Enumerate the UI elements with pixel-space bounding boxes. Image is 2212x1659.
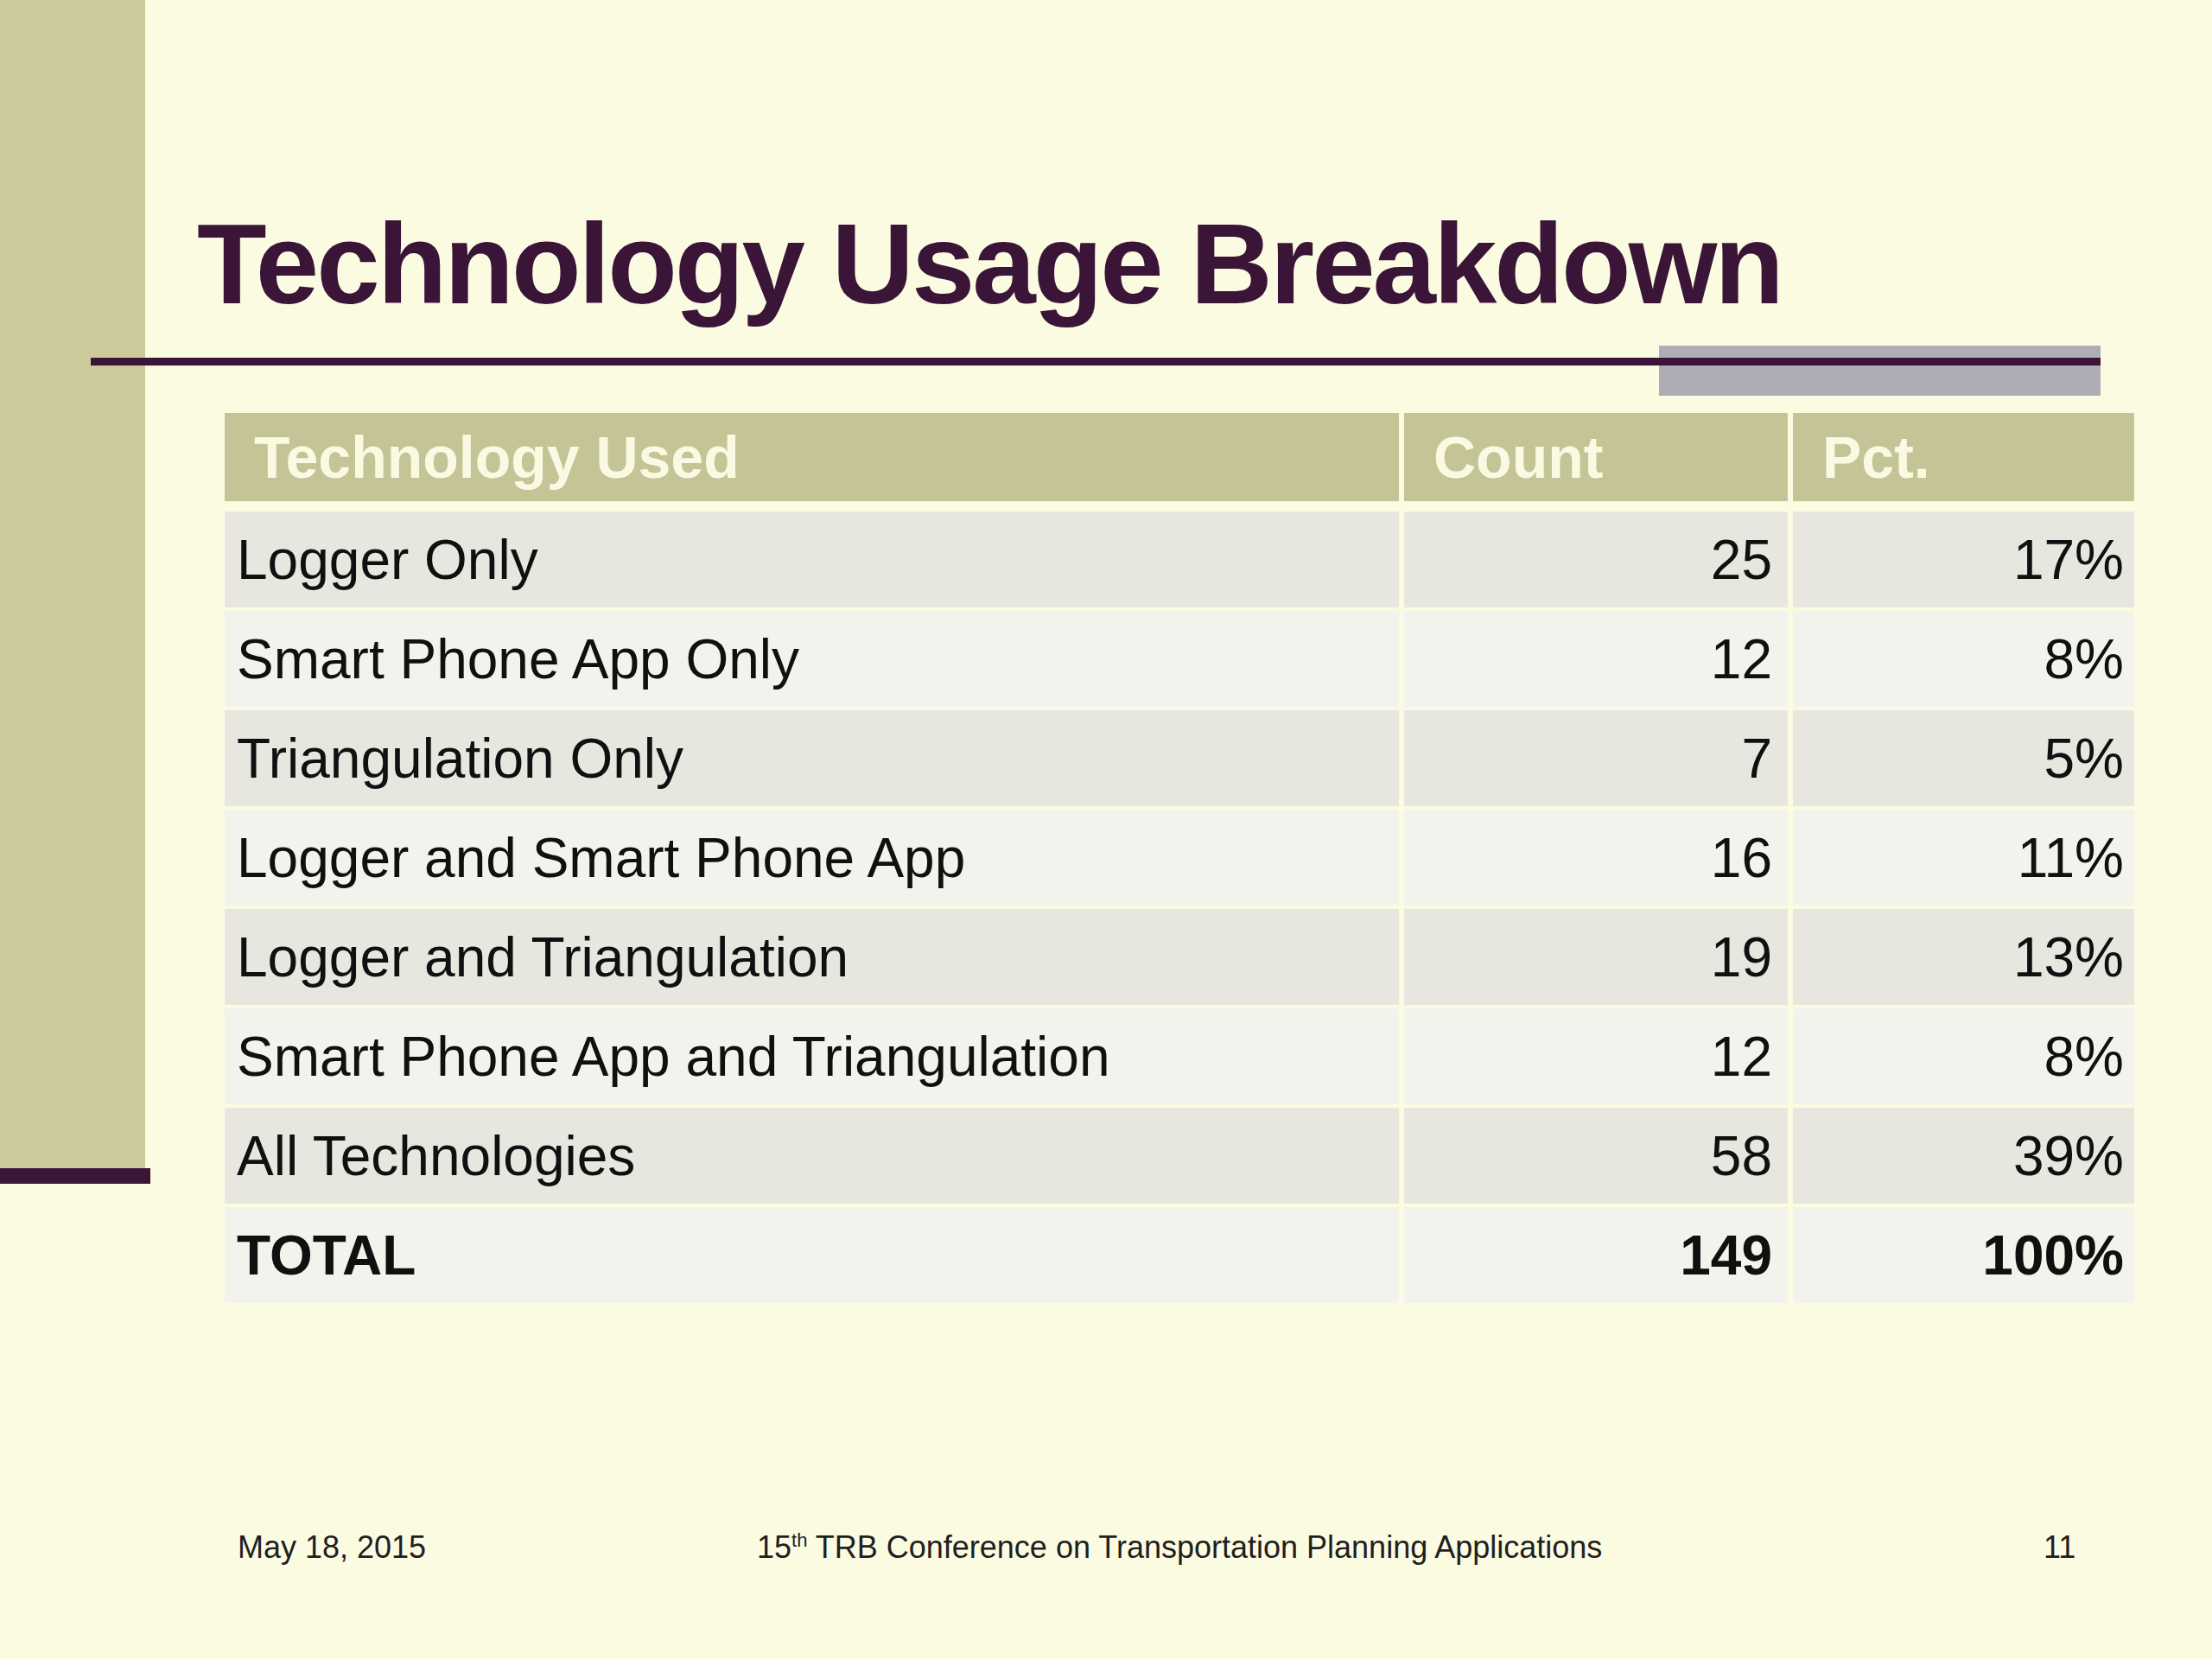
table-row: Logger and Smart Phone App1611% (225, 808, 2134, 907)
table-body: Logger Only2517%Smart Phone App Only128%… (225, 506, 2134, 1303)
footer-date: May 18, 2015 (238, 1529, 426, 1566)
column-header-technology: Technology Used (225, 413, 1402, 506)
technology-usage-table: Technology Used Count Pct. Logger Only25… (225, 413, 2134, 1303)
pct-cell: 11% (1790, 808, 2134, 907)
technology-cell: Smart Phone App and Triangulation (225, 1007, 1402, 1106)
technology-cell: Smart Phone App Only (225, 609, 1402, 709)
technology-cell: All Technologies (225, 1106, 1402, 1205)
pct-cell: 8% (1790, 1007, 2134, 1106)
count-cell: 7 (1402, 709, 1790, 808)
pct-cell: 17% (1790, 506, 2134, 609)
slide-title: Technology Usage Breakdown (197, 207, 1782, 321)
count-cell: 58 (1402, 1106, 1790, 1205)
pct-cell: 8% (1790, 609, 2134, 709)
table-row: Logger and Triangulation1913% (225, 907, 2134, 1007)
slide: Technology Usage Breakdown Technology Us… (0, 0, 2212, 1659)
conference-ordinal: th (791, 1529, 807, 1551)
table-row: Logger Only2517% (225, 506, 2134, 609)
count-cell: 16 (1402, 808, 1790, 907)
footer-conference-title: 15th TRB Conference on Transportation Pl… (757, 1529, 1602, 1566)
pct-cell: 39% (1790, 1106, 2134, 1205)
count-cell: 19 (1402, 907, 1790, 1007)
table-row: Smart Phone App Only128% (225, 609, 2134, 709)
technology-cell: Triangulation Only (225, 709, 1402, 808)
technology-cell: Logger and Smart Phone App (225, 808, 1402, 907)
conference-name: TRB Conference on Transportation Plannin… (807, 1529, 1602, 1565)
sidebar-accent-bar (0, 1168, 150, 1184)
title-accent-gray-block (1659, 346, 2101, 396)
count-cell: 12 (1402, 1007, 1790, 1106)
column-header-count: Count (1402, 413, 1790, 506)
column-header-pct: Pct. (1790, 413, 2134, 506)
sidebar-band (0, 0, 145, 1168)
count-cell: 12 (1402, 609, 1790, 709)
technology-cell: TOTAL (225, 1205, 1402, 1303)
pct-cell: 13% (1790, 907, 2134, 1007)
technology-cell: Logger and Triangulation (225, 907, 1402, 1007)
count-cell: 25 (1402, 506, 1790, 609)
count-cell: 149 (1402, 1205, 1790, 1303)
title-underline (91, 358, 2101, 365)
table-row: Triangulation Only75% (225, 709, 2134, 808)
technology-cell: Logger Only (225, 506, 1402, 609)
table-row: All Technologies5839% (225, 1106, 2134, 1205)
page-number: 11 (2044, 1529, 2075, 1566)
table-row: Smart Phone App and Triangulation128% (225, 1007, 2134, 1106)
table-row: TOTAL149100% (225, 1205, 2134, 1303)
conference-number: 15 (757, 1529, 791, 1565)
pct-cell: 100% (1790, 1205, 2134, 1303)
table-header-row: Technology Used Count Pct. (225, 413, 2134, 506)
pct-cell: 5% (1790, 709, 2134, 808)
